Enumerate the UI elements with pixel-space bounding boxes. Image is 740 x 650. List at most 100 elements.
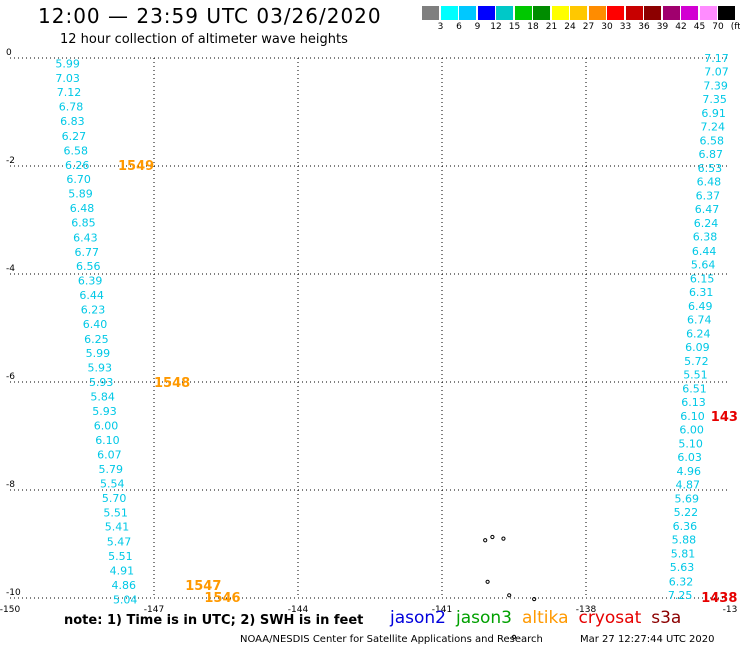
wave-height-value: 4.91 (110, 564, 135, 577)
colorbar-swatch (533, 6, 550, 20)
wave-height-value: 6.48 (697, 176, 722, 189)
wave-height-value: 5.79 (99, 463, 124, 476)
wave-height-value: 6.00 (679, 424, 704, 437)
wave-height-value: 6.44 (692, 245, 717, 258)
colorbar-swatch (662, 6, 680, 20)
page-subtitle: 12 hour collection of altimeter wave hei… (60, 32, 348, 47)
wave-height-value: 6.27 (62, 130, 87, 143)
y-tick-label: 0 (6, 48, 12, 58)
wave-height-value: 5.89 (68, 188, 93, 201)
wave-height-value: 5.47 (107, 535, 132, 548)
wave-height-value: 6.24 (694, 217, 719, 230)
colorbar-swatch (514, 6, 532, 20)
colorbar-label: 6 (456, 22, 462, 32)
wave-height-value: 6.87 (699, 148, 724, 161)
colorbar-label: 9 (474, 22, 481, 32)
wave-height-value: 4.86 (112, 579, 137, 592)
y-tick-label: -2 (6, 156, 15, 166)
wave-height-value: 6.00 (94, 420, 119, 433)
colorbar-swatch (570, 6, 587, 20)
track-west: 5.99 7.037.12 6.786.83 6.276.58 6.266.70 5.89… (55, 57, 137, 606)
wave-height-value: 6.03 (677, 451, 702, 464)
wave-height-value: 6.15 (690, 272, 715, 285)
pass-labels: 154915481547154611431438 (118, 159, 738, 606)
wave-height-value: 7.03 (55, 72, 80, 85)
colorbar-label: 39 (656, 22, 669, 32)
wave-height-value: 6.13 (681, 396, 706, 409)
island (507, 593, 512, 598)
colorbar-swatch (681, 6, 698, 20)
wave-height-value: 6.51 (682, 382, 707, 395)
colorbar-swatch (440, 6, 458, 20)
colorbar-label: (ft) (730, 22, 740, 32)
wave-height-value: 5.99 (86, 347, 111, 360)
wave-height-value: 6.25 (84, 333, 109, 346)
wave-height-value: 7.35 (702, 93, 727, 106)
pass-label: 143 (711, 410, 738, 425)
wave-height-value: 6.38 (693, 231, 718, 244)
colorbar-label: 30 (601, 22, 613, 32)
altimeter-tracks: 5.997.037.126.786.836.276.586.266.705.89… (55, 52, 728, 607)
pass-label: 1548 (154, 376, 190, 391)
colorbar-swatch (644, 6, 661, 20)
colorbar-label: 36 (638, 22, 650, 32)
wave-height-value: 7.17 (704, 52, 729, 65)
pass-label: 1438 (701, 591, 737, 606)
y-tick-label: -4 (6, 264, 15, 274)
wave-height-value: 6.58 (700, 135, 725, 148)
wave-height-value: 6.83 (60, 115, 85, 128)
wave-height-value: 6.09 (685, 341, 710, 354)
wave-height-value: 6.07 (97, 448, 122, 461)
y-tick-label: -8 (6, 480, 15, 490)
colorbar-label: 70 (712, 22, 724, 32)
wave-height-value: 6.77 (75, 246, 100, 259)
wave-height-value: 5.93 (92, 405, 117, 418)
pass-label: 1549 (118, 159, 154, 174)
wave-height-value: 6.78 (59, 101, 84, 114)
colorbar-label: 42 (675, 22, 687, 32)
colorbar-label: 15 (508, 22, 521, 32)
colorbar-label: 45 (693, 22, 706, 32)
wave-height-value: 6.91 (701, 107, 726, 120)
x-tick-label: -141 (432, 605, 452, 615)
wave-height-value: 5.93 (88, 361, 113, 374)
colorbar-label: 12 (490, 22, 502, 32)
track-east: 7.177.077.397.356.917.246.586.876.536.48… (668, 52, 729, 602)
wave-height-value: 5.93 (89, 376, 114, 389)
credit-text: NOAA/NESDIS Center for Satellite Applica… (240, 634, 543, 645)
wave-height-value: 6.85 (71, 217, 96, 230)
wave-height-value: 4.87 (676, 479, 701, 492)
wave-height-value: 6.32 (669, 575, 694, 588)
wave-height-value: 6.31 (689, 286, 714, 299)
wave-height-value: 7.07 (704, 66, 729, 79)
wave-height-value: 6.48 (70, 202, 95, 215)
wave-height-value: 6.40 (83, 318, 108, 331)
wave-height-value: 5.63 (670, 561, 695, 574)
island (490, 534, 495, 540)
colorbar-label: 18 (527, 22, 539, 32)
wave-height-value: 5.81 (671, 548, 696, 561)
wave-height-value: 7.12 (57, 86, 82, 99)
wave-height-value: 5.99 (55, 57, 80, 70)
pass-label: 1546 (204, 591, 240, 606)
colorbar-label: 33 (619, 22, 632, 32)
timestamp-text: Mar 27 12:27:44 UTC 2020 (580, 634, 715, 645)
colorbar-label: 3 (437, 22, 444, 32)
colorbar-swatch (459, 6, 476, 20)
colorbar-swatch (588, 6, 606, 20)
footer-note: note: 1) Time is in UTC; 2) SWH is in fe… (64, 613, 364, 628)
y-tick-label: -10 (6, 588, 21, 598)
colorbar-swatch (699, 6, 717, 20)
satellite-legend-item: cryosat (578, 608, 642, 628)
wave-height-value: 5.04 (113, 594, 138, 607)
wave-height-value: 6.23 (81, 304, 106, 317)
colorbar-label: 24 (564, 22, 576, 32)
wave-height-value: 6.74 (687, 313, 712, 326)
wave-height-value: 6.10 (95, 434, 120, 447)
satellite-legend-item: jason2 (390, 608, 446, 628)
wave-height-value: 5.70 (102, 492, 127, 505)
wave-height-value: 5.22 (674, 506, 699, 519)
wave-height-value: 5.64 (691, 258, 716, 271)
wave-height-value: 6.58 (64, 144, 89, 157)
